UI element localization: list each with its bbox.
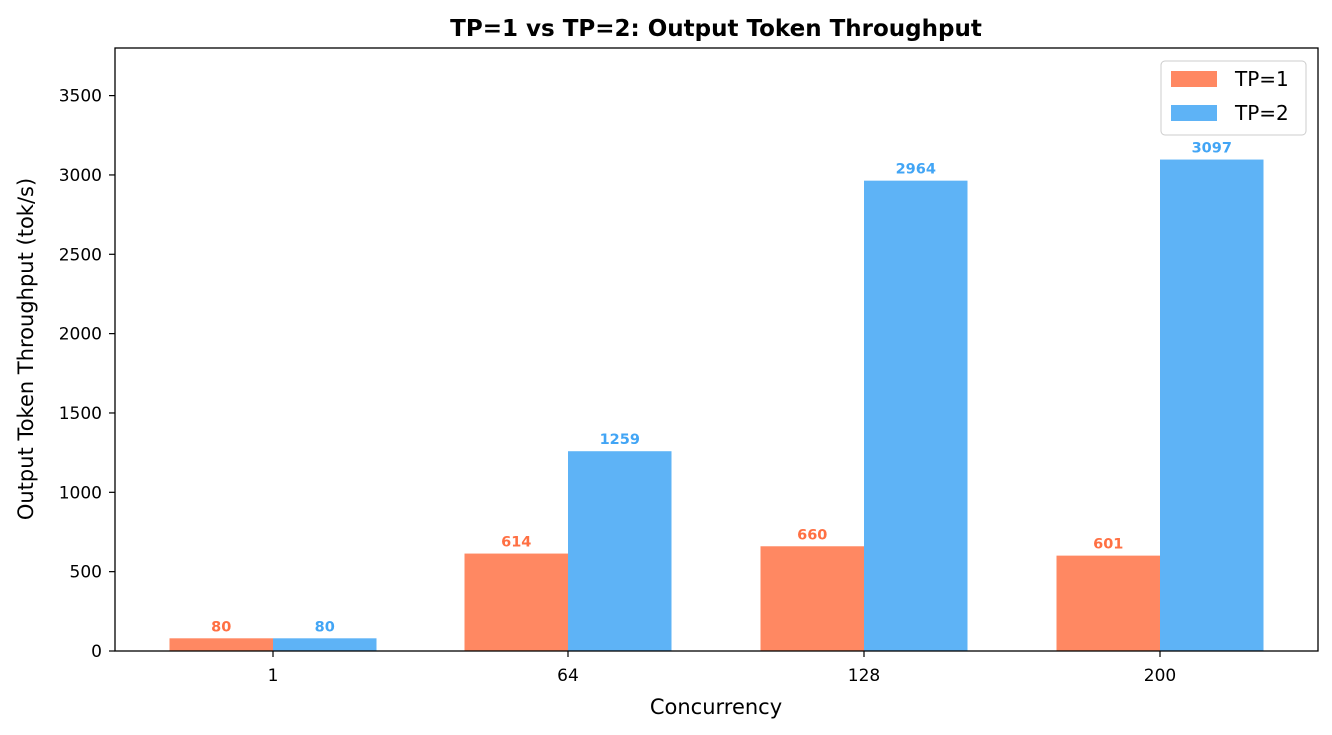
data-label-tp1-200: 601 — [1093, 537, 1123, 553]
x-tick-label: 200 — [1144, 666, 1176, 686]
bar-tp2-64 — [568, 451, 672, 651]
y-axis-label: Output Token Throughput (tok/s) — [14, 178, 38, 520]
bar-tp1-64 — [464, 553, 568, 651]
y-tick-label: 1000 — [59, 483, 102, 503]
data-label-tp1-64: 614 — [501, 535, 531, 551]
legend-label-tp2: TP=2 — [1234, 101, 1289, 125]
data-label-tp2-64: 1259 — [600, 432, 640, 448]
bar-tp1-1 — [169, 638, 273, 651]
y-tick-label: 500 — [70, 563, 102, 583]
bar-labels-layer: 80 614 660 601 80 1259 2964 3097 — [211, 141, 1232, 636]
y-tick-label: 2000 — [59, 325, 102, 345]
data-label-tp2-128: 2964 — [896, 162, 936, 178]
y-tick-label: 3500 — [59, 87, 102, 107]
x-tick-label: 64 — [557, 666, 579, 686]
x-axis: 1 64 128 200 — [268, 651, 1176, 686]
x-tick-label: 1 — [268, 666, 279, 686]
y-axis: 0 500 1000 1500 2000 2500 3000 3500 — [59, 87, 115, 662]
y-tick-label: 3000 — [59, 166, 102, 186]
bars-layer — [169, 159, 1264, 651]
legend: TP=1 TP=2 — [1160, 60, 1307, 136]
legend-label-tp1: TP=1 — [1234, 67, 1289, 91]
bar-tp1-200 — [1056, 555, 1160, 651]
legend-swatch-tp2 — [1171, 105, 1217, 121]
bar-tp2-128 — [864, 180, 968, 651]
data-label-tp2-1: 80 — [315, 619, 335, 635]
bar-tp1-128 — [760, 546, 864, 651]
plot-frame — [114, 47, 1319, 652]
bar-tp2-200 — [1160, 159, 1264, 651]
data-label-tp2-200: 3097 — [1192, 141, 1232, 157]
data-label-tp1-1: 80 — [211, 619, 231, 635]
x-axis-label: Concurrency — [650, 695, 782, 719]
x-tick-label: 128 — [848, 666, 880, 686]
data-label-tp1-128: 660 — [797, 527, 827, 543]
y-tick-label: 1500 — [59, 404, 102, 424]
legend-swatch-tp1 — [1171, 71, 1217, 87]
y-tick-label: 2500 — [59, 245, 102, 265]
chart-title: TP=1 vs TP=2: Output Token Throughput — [450, 16, 982, 42]
bar-tp2-1 — [273, 638, 377, 651]
y-tick-label: 0 — [91, 642, 102, 662]
